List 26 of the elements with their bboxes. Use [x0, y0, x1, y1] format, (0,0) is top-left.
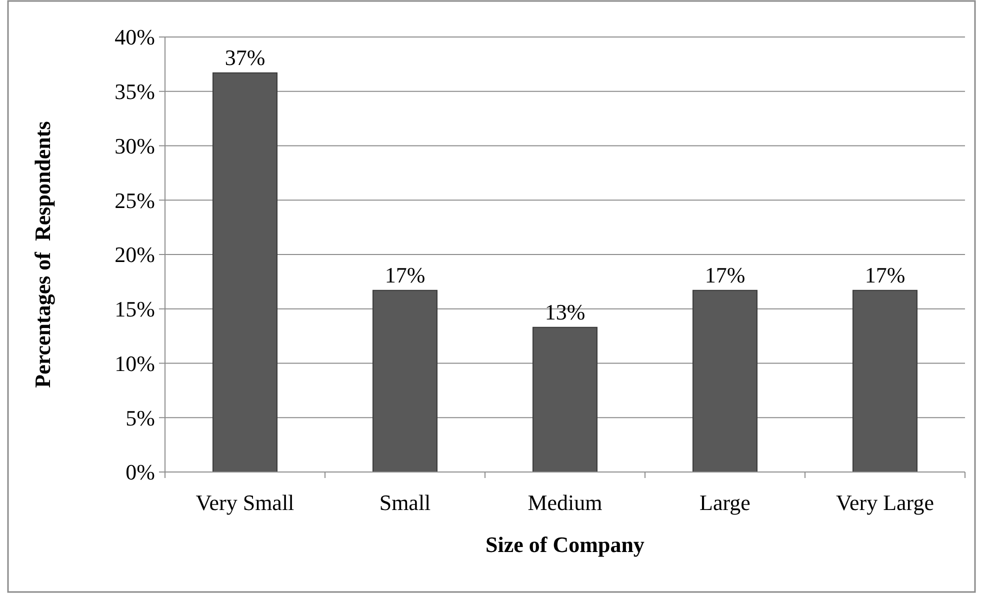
y-tick-label: 5%: [126, 405, 155, 430]
y-tick-label: 30%: [114, 133, 155, 158]
y-tick-label: 20%: [114, 242, 155, 268]
data-label: 13%: [544, 299, 586, 324]
bar: [852, 290, 918, 472]
data-label: 17%: [704, 262, 746, 288]
bar: [532, 326, 598, 472]
y-tick-label: 15%: [114, 296, 155, 322]
x-tick-label: Medium: [528, 490, 602, 515]
x-tick-label: Very Small: [196, 490, 294, 515]
y-tick-label: 25%: [114, 188, 155, 213]
bar: [212, 72, 278, 472]
x-tick-label: Very Large: [836, 490, 934, 515]
y-axis-title: Percentages of Respondents: [30, 120, 55, 388]
x-tick-label: Small: [379, 490, 431, 515]
x-tick-label: Large: [700, 490, 750, 515]
data-label: 17%: [864, 262, 906, 288]
data-label: 37%: [224, 44, 266, 70]
bar: [372, 290, 438, 472]
x-axis-title: Size of Company: [486, 532, 644, 557]
y-tick-label: 10%: [114, 350, 155, 376]
y-tick-label: 35%: [114, 79, 155, 104]
data-label: 17%: [384, 262, 426, 288]
y-tick-label: 0%: [126, 460, 155, 485]
y-tick-label: 40%: [114, 24, 155, 50]
bar: [692, 290, 758, 472]
